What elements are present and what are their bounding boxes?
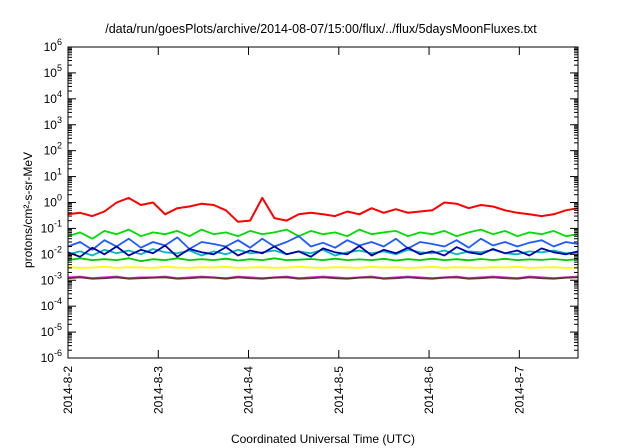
series-line-2 bbox=[67, 228, 579, 240]
y-tick-label: 10-2 bbox=[41, 244, 62, 261]
y-tick-label: 10-6 bbox=[41, 348, 62, 365]
y-tick-label: 10-3 bbox=[41, 270, 62, 287]
x-tick-label: 2014-8-4 bbox=[242, 366, 256, 414]
y-tick-label: 105 bbox=[44, 63, 62, 80]
x-tick-label: 2014-8-7 bbox=[512, 366, 526, 414]
y-tick-label: 104 bbox=[44, 89, 62, 106]
x-tick-label: 2014-8-3 bbox=[151, 366, 165, 414]
y-tick-label: 10-5 bbox=[41, 322, 62, 339]
series-line-3 bbox=[67, 235, 579, 251]
y-tick-label: 10-1 bbox=[41, 218, 62, 235]
x-axis-label: Coordinated Universal Time (UTC) bbox=[231, 432, 415, 446]
series-layer bbox=[67, 196, 579, 280]
y-axis-label: protons/cm²-s-sr-MeV bbox=[21, 152, 35, 268]
axes-layer: 106 105 104 103 102 101 100 10-1 10-2 10-3 10-4 10-… bbox=[41, 37, 578, 414]
x-tick-label: 2014-8-5 bbox=[332, 366, 346, 414]
series-line-1 bbox=[67, 196, 579, 223]
y-tick-label: 102 bbox=[44, 141, 62, 158]
y-tick-label: 103 bbox=[44, 115, 62, 132]
y-tick-label: 106 bbox=[44, 37, 62, 54]
series-line-7 bbox=[67, 265, 579, 269]
series-line-9 bbox=[67, 276, 579, 280]
x-tick-label: 2014-8-6 bbox=[422, 366, 436, 414]
y-tick-label: 101 bbox=[44, 167, 62, 184]
chart-title: /data/run/goesPlots/archive/2014-08-07/1… bbox=[105, 22, 537, 36]
y-tick-label: 100 bbox=[44, 193, 62, 210]
series-line-5 bbox=[67, 244, 579, 258]
series-line-6 bbox=[67, 257, 579, 263]
plot-frame bbox=[67, 46, 579, 359]
x-tick-label: 2014-8-2 bbox=[61, 366, 75, 414]
y-tick-label: 10-4 bbox=[41, 296, 62, 313]
